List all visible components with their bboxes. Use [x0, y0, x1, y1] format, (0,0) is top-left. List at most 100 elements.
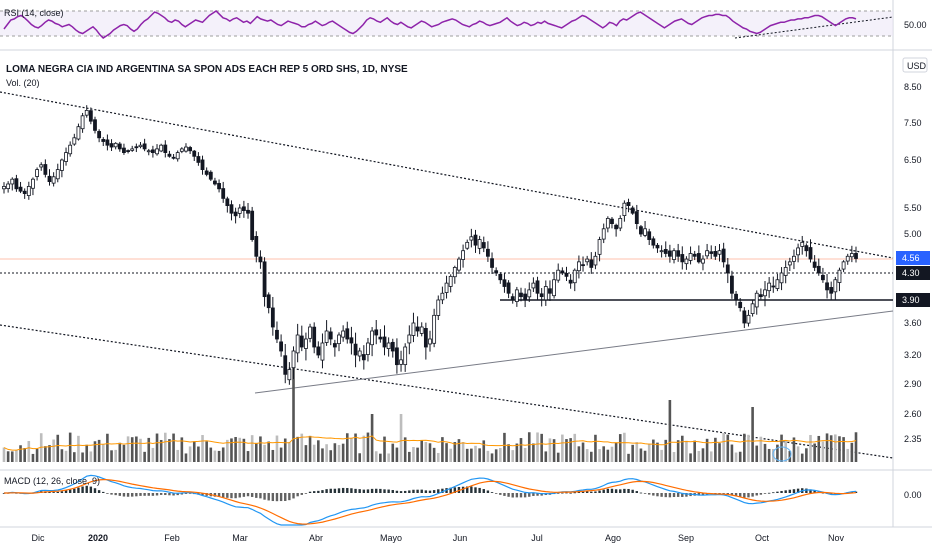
macd-hist-bar — [619, 489, 622, 493]
price-tick-label: 6.50 — [904, 155, 922, 165]
volume-bar — [697, 450, 701, 462]
macd-hist-bar — [482, 489, 485, 493]
volume-bar — [89, 451, 93, 462]
candle-body — [742, 310, 747, 324]
candle-body — [299, 335, 304, 348]
macd-hist-bar — [681, 493, 684, 497]
volume-bar — [213, 450, 217, 462]
volume-bar — [259, 436, 262, 462]
macd-hist-bar — [246, 493, 250, 497]
volume-bar — [10, 451, 14, 462]
candle-body — [572, 269, 577, 284]
volume-bar — [561, 434, 564, 462]
time-axis[interactable]: Dic 2020 Feb Mar Abr Mayo Jun Jul Ago Sep Oct Nov — [32, 533, 845, 543]
candle-body — [804, 245, 809, 252]
candle-body — [779, 272, 784, 284]
macd-hist-bar — [317, 490, 320, 493]
rsi-trendline — [734, 16, 894, 39]
volume-bar — [486, 450, 490, 462]
macd-hist-bar — [408, 490, 411, 493]
candle-body — [841, 261, 846, 270]
volume-bar — [809, 434, 812, 462]
volume-bar — [97, 439, 101, 462]
volume-bar — [77, 435, 80, 462]
volume-bar — [722, 433, 725, 462]
candle-body — [725, 264, 730, 274]
candle-body — [763, 289, 767, 297]
candle-body — [399, 359, 403, 365]
volume-bar — [689, 453, 692, 462]
candle-body — [2, 185, 6, 190]
volume-bar — [482, 440, 486, 462]
macd-hist-bar — [697, 493, 701, 496]
support-tag-390 — [896, 293, 930, 307]
volume-bar — [370, 414, 374, 462]
candle-body — [758, 294, 763, 298]
rsi-pane: RSI (14, close) 50.00 — [0, 8, 927, 39]
candle-body — [283, 355, 288, 375]
candle-body — [787, 261, 792, 266]
price-tick-label: 5.50 — [904, 203, 922, 213]
volume-bar — [329, 450, 333, 462]
volume-bar — [358, 453, 361, 462]
candle-body — [825, 282, 829, 291]
candle-body — [448, 275, 453, 287]
macd-hist-bar — [532, 493, 535, 496]
volume-bar — [763, 443, 767, 462]
volume-bar — [813, 443, 816, 462]
candle-body — [643, 228, 647, 236]
volume-bar — [44, 446, 47, 462]
macd-hist-bar — [631, 489, 634, 493]
volume-bar — [738, 451, 742, 462]
candle-body — [560, 270, 565, 274]
macd-hist-bar — [648, 493, 651, 495]
macd-hist-bar — [151, 493, 155, 496]
macd-hist-bar — [387, 489, 390, 493]
price-axis[interactable]: USD 8.50 7.50 6.50 5.50 5.00 3.60 3.20 2.90 2.60… — [896, 57, 930, 444]
candle-body — [767, 282, 772, 292]
macd-hist-bar — [250, 493, 254, 497]
volume-bar — [250, 435, 254, 462]
candle-body — [845, 255, 850, 262]
candle-body — [337, 334, 341, 345]
price-tick-label: 2.60 — [904, 409, 922, 419]
macd-hist-bar — [780, 490, 783, 493]
candle-body — [833, 279, 838, 293]
macd-hist-bar — [432, 490, 436, 493]
volume-bar — [552, 439, 556, 462]
volume-bar — [263, 444, 266, 462]
candle-body — [639, 226, 643, 235]
macd-hist-bar — [821, 492, 825, 494]
volume-label: Vol. (20) — [6, 78, 40, 88]
candle-body — [159, 144, 164, 152]
volume-bar — [743, 433, 746, 462]
macd-hist-bar — [271, 493, 275, 502]
candle-body — [31, 178, 35, 189]
volume-bar — [714, 437, 717, 462]
candle-body — [229, 204, 234, 214]
volume-bar — [784, 440, 787, 462]
candle-body — [167, 153, 172, 157]
macd-hist-bar — [515, 493, 519, 498]
candle-body — [663, 249, 668, 254]
macd-hist-bar — [676, 493, 680, 497]
volume-bar — [854, 432, 858, 462]
volume-bar — [536, 432, 539, 462]
candle-body — [43, 164, 48, 175]
rsi-line — [3, 10, 857, 39]
volume-bar — [176, 449, 180, 462]
candle-body — [411, 322, 416, 336]
volume-bar — [523, 447, 527, 462]
candle-body — [55, 169, 60, 180]
candle-body — [84, 110, 89, 116]
macd-hist-bar — [809, 489, 812, 493]
candle-body — [771, 285, 776, 288]
volume-bar — [267, 441, 270, 462]
time-axis-label: Oct — [755, 533, 770, 543]
macd-hist-bar — [131, 493, 134, 497]
volume-bar — [130, 437, 134, 462]
macd-hist-bar — [362, 489, 366, 493]
candle-body — [403, 346, 408, 366]
